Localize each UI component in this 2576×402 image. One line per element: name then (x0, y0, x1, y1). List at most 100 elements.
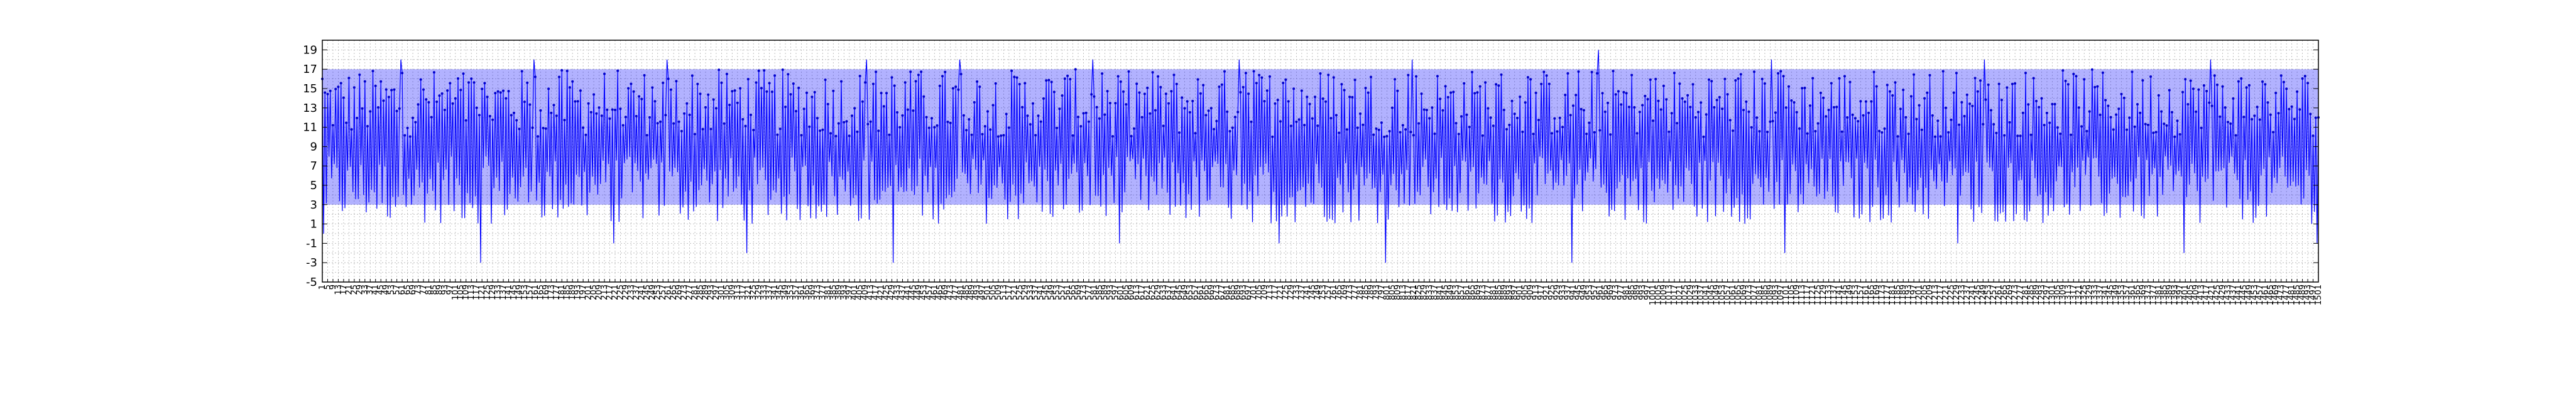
x-tick-label: 77 (419, 285, 428, 295)
x-tick-label: 1081 (1755, 285, 1764, 305)
x-tick-label: 689 (1233, 285, 1243, 300)
data-point (1678, 82, 1681, 85)
data-point (770, 90, 773, 94)
data-point (2202, 84, 2205, 87)
x-tick-label: 621 (1143, 285, 1152, 300)
data-point (2311, 134, 2315, 138)
data-point (922, 95, 925, 98)
data-point (1385, 134, 1389, 138)
x-tick-label: 1209 (1926, 285, 1935, 305)
x-tick-label: 1417 (2202, 285, 2212, 305)
data-point (1880, 131, 1884, 134)
x-tick-label: 465 (936, 285, 945, 300)
data-point (401, 72, 404, 75)
data-point (2016, 134, 2019, 138)
x-tick-label: 1129 (1819, 285, 1828, 305)
data-point (1415, 75, 1417, 78)
data-point (1726, 93, 1729, 96)
x-tick-label: 1285 (2027, 285, 2036, 305)
x-tick-label: 165 (536, 285, 545, 300)
data-point (1433, 133, 1436, 135)
data-point (1673, 72, 1676, 75)
data-point (2141, 79, 2144, 82)
x-tick-label: 921 (1542, 285, 1552, 300)
x-tick-label: 545 (1042, 285, 1051, 300)
data-point (1425, 109, 1428, 112)
data-point (2154, 131, 2158, 134)
data-point (475, 106, 478, 109)
data-point (2178, 133, 2181, 136)
data-point (813, 90, 816, 94)
data-point (1766, 131, 1769, 133)
data-point (1965, 93, 1968, 96)
x-tick-label: 561 (1063, 285, 1072, 300)
x-tick-label: 865 (1468, 285, 1477, 300)
data-point (728, 104, 731, 106)
data-point (406, 126, 409, 129)
x-tick-label: 337 (765, 285, 775, 300)
data-point (1958, 123, 1961, 126)
data-point (1784, 106, 1787, 109)
data-point (1457, 133, 1460, 136)
data-point (1556, 130, 1559, 133)
data-point (1303, 124, 1306, 127)
x-tick-label: 433 (893, 285, 902, 300)
data-point (1388, 129, 1391, 133)
data-point (440, 92, 444, 95)
data-point (1412, 134, 1415, 137)
x-tick-label: 961 (1595, 285, 1605, 300)
x-tick-label: 221 (611, 285, 620, 300)
data-point (1452, 90, 1455, 94)
data-point (645, 134, 648, 137)
x-tick-label: 1233 (1957, 285, 1967, 305)
data-point (502, 89, 505, 92)
x-tick-label: 1089 (1766, 285, 1775, 305)
data-point (1950, 118, 1953, 121)
data-point (1396, 89, 1399, 92)
data-point (2104, 99, 2107, 102)
data-point (2051, 102, 2054, 106)
x-tick-label: 237 (632, 285, 641, 300)
data-point (390, 89, 393, 92)
x-tick-label: 473 (946, 285, 956, 300)
data-point (621, 124, 625, 127)
x-tick-label: 209 (595, 285, 604, 300)
x-tick-label: 553 (1052, 285, 1062, 300)
data-point (1399, 131, 1402, 134)
data-point (2152, 131, 2155, 134)
x-tick-label: 461 (930, 285, 939, 300)
data-point (1676, 122, 1679, 125)
data-point (2064, 79, 2067, 82)
data-point (832, 89, 835, 92)
data-point (472, 81, 476, 84)
data-point (808, 125, 811, 128)
data-point (718, 68, 721, 72)
data-point (1340, 83, 1343, 86)
x-tick-label: 861 (1462, 285, 1471, 300)
x-tick-label: 1317 (2069, 285, 2078, 305)
data-point (1436, 75, 1439, 78)
data-point (600, 114, 603, 117)
x-tick-label: 69 (408, 285, 418, 295)
data-point (2098, 113, 2102, 116)
data-point (537, 135, 540, 138)
data-point (1902, 89, 1905, 92)
x-tick-label: 505 (988, 285, 998, 300)
data-point (1013, 75, 1016, 79)
x-tick-label: 1061 (1728, 285, 1738, 305)
x-tick-label: 1049 (1713, 285, 1722, 305)
x-tick-label: 981 (1622, 285, 1632, 300)
data-point (757, 69, 760, 72)
data-point (608, 117, 611, 120)
plot-frame (322, 40, 2319, 283)
data-point (324, 91, 327, 94)
data-point (1420, 92, 1423, 95)
data-point (1755, 116, 1759, 119)
data-point (890, 76, 893, 79)
x-tick-label: 1325 (2080, 285, 2089, 305)
data-point (1532, 133, 1535, 136)
data-point (906, 108, 909, 111)
data-point (2093, 85, 2097, 89)
data-point (1306, 95, 1309, 99)
data-point (1627, 106, 1630, 109)
